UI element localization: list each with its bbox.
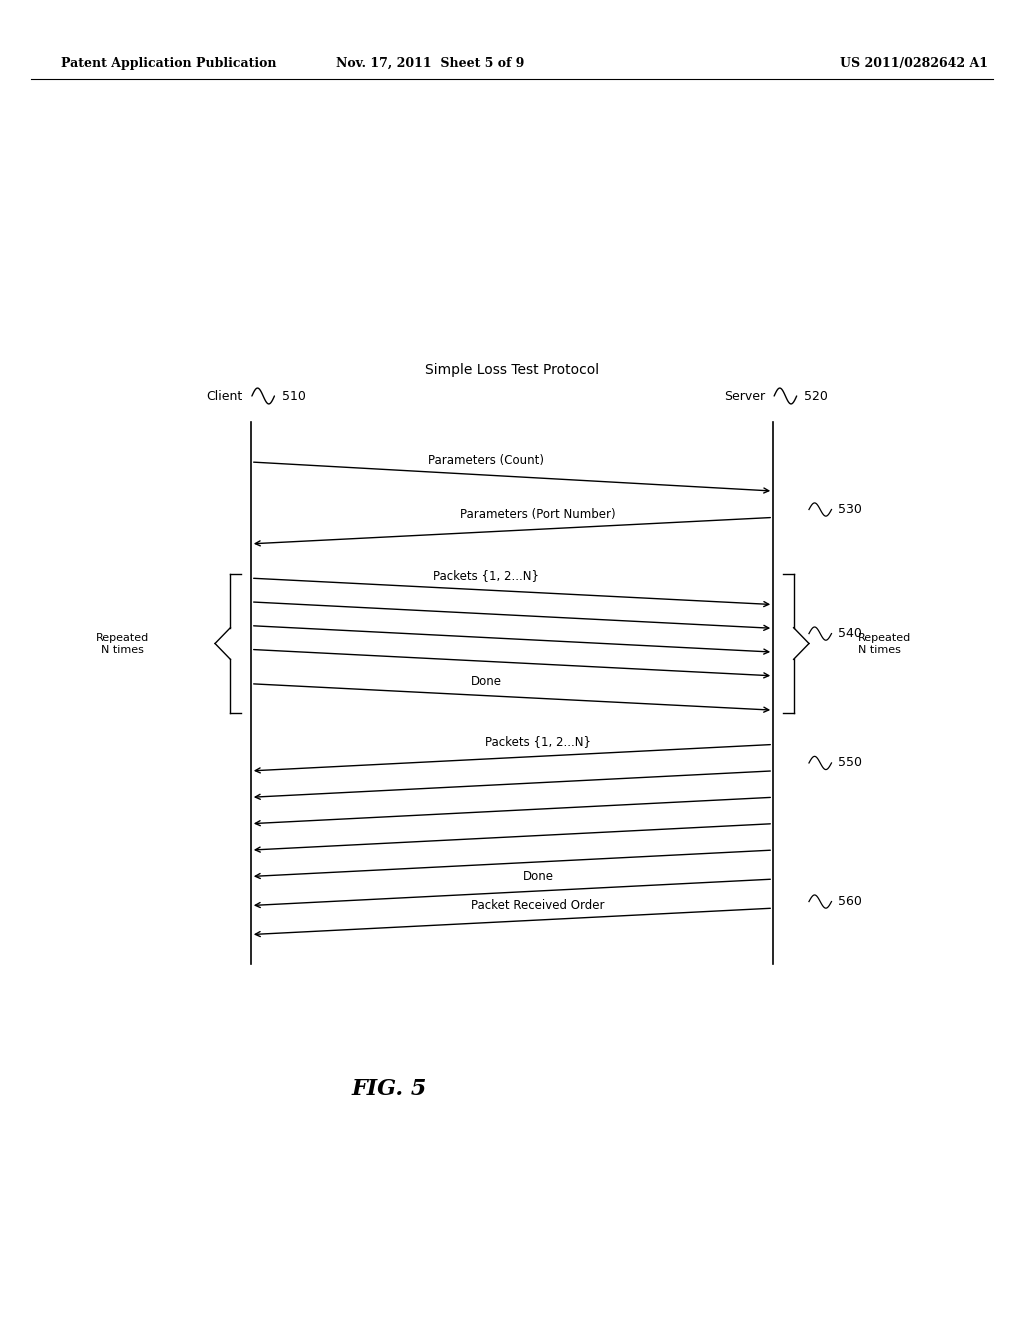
Text: Done: Done xyxy=(522,870,554,883)
Text: 510: 510 xyxy=(282,389,305,403)
Text: US 2011/0282642 A1: US 2011/0282642 A1 xyxy=(840,57,988,70)
Text: Packets {1, 2...N}: Packets {1, 2...N} xyxy=(485,735,591,748)
Text: 520: 520 xyxy=(804,389,827,403)
Text: FIG. 5: FIG. 5 xyxy=(351,1078,427,1100)
Text: Repeated
N times: Repeated N times xyxy=(858,634,911,655)
Text: Server: Server xyxy=(724,389,765,403)
Text: Nov. 17, 2011  Sheet 5 of 9: Nov. 17, 2011 Sheet 5 of 9 xyxy=(336,57,524,70)
Text: Client: Client xyxy=(207,389,243,403)
Text: 550: 550 xyxy=(838,756,861,770)
Text: Simple Loss Test Protocol: Simple Loss Test Protocol xyxy=(425,363,599,376)
Text: Packets {1, 2...N}: Packets {1, 2...N} xyxy=(433,569,539,582)
Text: Parameters (Count): Parameters (Count) xyxy=(428,454,544,467)
Text: 540: 540 xyxy=(838,627,861,640)
Text: Packet Received Order: Packet Received Order xyxy=(471,899,605,912)
Text: 530: 530 xyxy=(838,503,861,516)
Text: Done: Done xyxy=(470,675,502,688)
Text: Repeated
N times: Repeated N times xyxy=(96,634,150,655)
Text: Parameters (Port Number): Parameters (Port Number) xyxy=(461,508,615,521)
Text: Patent Application Publication: Patent Application Publication xyxy=(61,57,276,70)
Text: 560: 560 xyxy=(838,895,861,908)
